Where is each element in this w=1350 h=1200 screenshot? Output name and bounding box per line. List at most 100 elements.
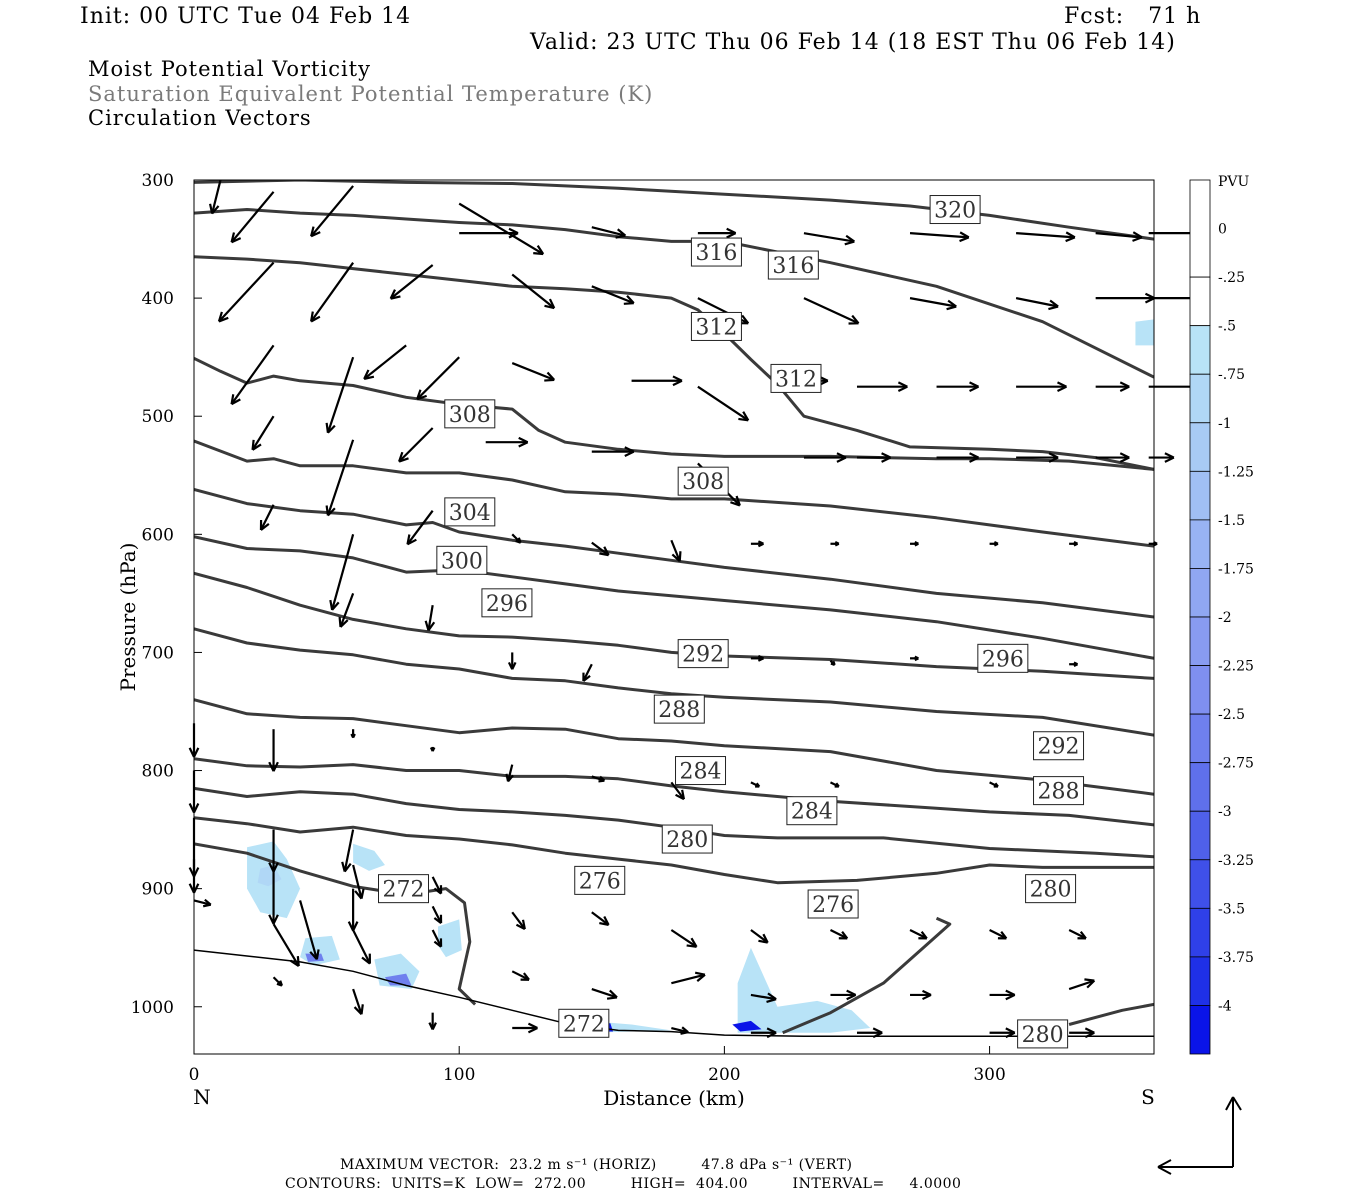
vector-head (329, 599, 340, 611)
circulation-vector-84 (268, 865, 279, 925)
vector-head (276, 980, 283, 987)
circulation-vector-71 (429, 746, 436, 752)
vector-head (969, 381, 980, 393)
circulation-vector-54 (750, 540, 764, 548)
vector-head (1132, 231, 1143, 242)
vector-head (671, 551, 682, 563)
colorbar-swatch-5 (1189, 470, 1211, 521)
vector-head (188, 747, 200, 758)
vector-head (259, 519, 270, 531)
vector-head (836, 452, 847, 463)
circulation-vector-56 (910, 541, 919, 547)
circulation-vector-20 (1015, 297, 1059, 311)
colorbar-level-label: -1.75 (1218, 561, 1254, 577)
circulation-vector-119 (1069, 1027, 1095, 1039)
vector-head (353, 1004, 364, 1016)
vector-shaft (310, 185, 354, 238)
vector-head (738, 411, 750, 422)
circulation-vector-7 (909, 231, 970, 243)
colorbar-swatch-1 (1189, 276, 1211, 327)
vector-head (428, 1022, 437, 1030)
vector-shaft (431, 929, 443, 948)
vector-head (969, 452, 980, 463)
circulation-vector-116 (750, 1027, 777, 1039)
vector-head (1048, 299, 1059, 311)
vector-shaft (511, 970, 530, 981)
vector-shaft (829, 929, 848, 940)
reference-vertical-arrow (1225, 1096, 1242, 1167)
vector-shaft (1015, 297, 1059, 308)
circulation-vector-70 (350, 729, 356, 739)
contour-label-312-1: 312 (775, 367, 817, 392)
vector-shaft (299, 900, 318, 960)
vector-head (338, 616, 349, 628)
contour-label-box (1033, 776, 1085, 806)
vector-head (582, 672, 591, 682)
circulation-vector-106 (750, 992, 777, 1004)
circulation-vector-11 (459, 227, 519, 239)
vector-head (508, 227, 519, 239)
x-end-label-north: N (193, 1085, 211, 1109)
vector-head (599, 915, 610, 926)
colorbar-level-label: -3.5 (1218, 901, 1245, 917)
contour-label-296-1: 296 (982, 647, 1024, 672)
vector-shaft (670, 781, 685, 800)
vector-head (398, 451, 409, 463)
x-tick-label-200: 200 (708, 1065, 740, 1085)
mpv-region-3 (300, 935, 340, 966)
circulation-vector-32 (936, 381, 980, 393)
vector-head (881, 452, 892, 463)
vector-head (848, 314, 860, 325)
circulation-vector-86 (341, 829, 355, 873)
vector-head (433, 914, 443, 925)
vector-head (1005, 1027, 1016, 1039)
vector-head (997, 931, 1008, 940)
circulation-vector-64 (750, 654, 764, 662)
vector-head (251, 439, 262, 451)
colorbar-level-label: -.25 (1218, 270, 1245, 286)
contour-320-12 (194, 208, 1154, 379)
y-tick-label-900: 900 (142, 880, 174, 900)
contour-label-304-0: 304 (449, 501, 491, 526)
colorbar-level-label: -1 (1218, 416, 1232, 432)
vector-head (914, 541, 919, 547)
vector-shaft (431, 905, 443, 924)
colorbar-level-label: -1.5 (1218, 513, 1245, 529)
contour-label-288-1: 288 (1038, 780, 1080, 805)
vector-head (544, 371, 556, 382)
vector-head (406, 534, 417, 546)
circulation-vector-74 (670, 781, 686, 801)
circulation-vector-47 (1148, 452, 1175, 463)
circulation-vector-53 (670, 539, 682, 563)
title-theta-es: Saturation Equivalent Potential Temperat… (88, 82, 654, 106)
vector-shaft (427, 605, 434, 631)
circulation-vector-45 (1016, 452, 1059, 463)
circulation-vector-61 (424, 605, 436, 632)
circulation-vector-117 (856, 1027, 883, 1039)
colorbar-level-label: -4 (1218, 998, 1232, 1014)
vector-head (993, 541, 999, 547)
vector-head (268, 914, 279, 925)
colorbar-swatch-4 (1189, 422, 1211, 472)
vector-shaft (671, 1026, 689, 1034)
vector-shaft (331, 534, 355, 611)
vector-head (527, 1022, 538, 1034)
mpv-region-8 (737, 947, 871, 1033)
terrain-line (193, 949, 1154, 1038)
colorbar-swatch-14 (1189, 907, 1211, 958)
vector-shaft (1068, 979, 1095, 991)
circulation-vector-114 (512, 1022, 538, 1034)
circulation-vector-89 (431, 876, 443, 895)
contour-note: CONTOURS: UNITS=K LOW= 272.00 HIGH= 404.… (285, 1176, 962, 1192)
max-vector-note: MAXIMUM VECTOR: 23.2 m s⁻¹ (HORIZ) 47.8 … (340, 1157, 853, 1173)
circulation-vector-50 (406, 510, 434, 546)
circulation-vector-55 (830, 541, 840, 547)
vector-shaft (591, 987, 618, 999)
colorbar-swatch-7 (1189, 568, 1211, 618)
vector-shaft (989, 929, 1007, 940)
contour-label-272-1: 272 (563, 1012, 605, 1037)
contour-label-308-1: 308 (682, 470, 724, 495)
vector-shaft (582, 663, 593, 682)
colorbar-level-label: -2.25 (1218, 659, 1254, 675)
vector-head (1084, 1027, 1095, 1039)
